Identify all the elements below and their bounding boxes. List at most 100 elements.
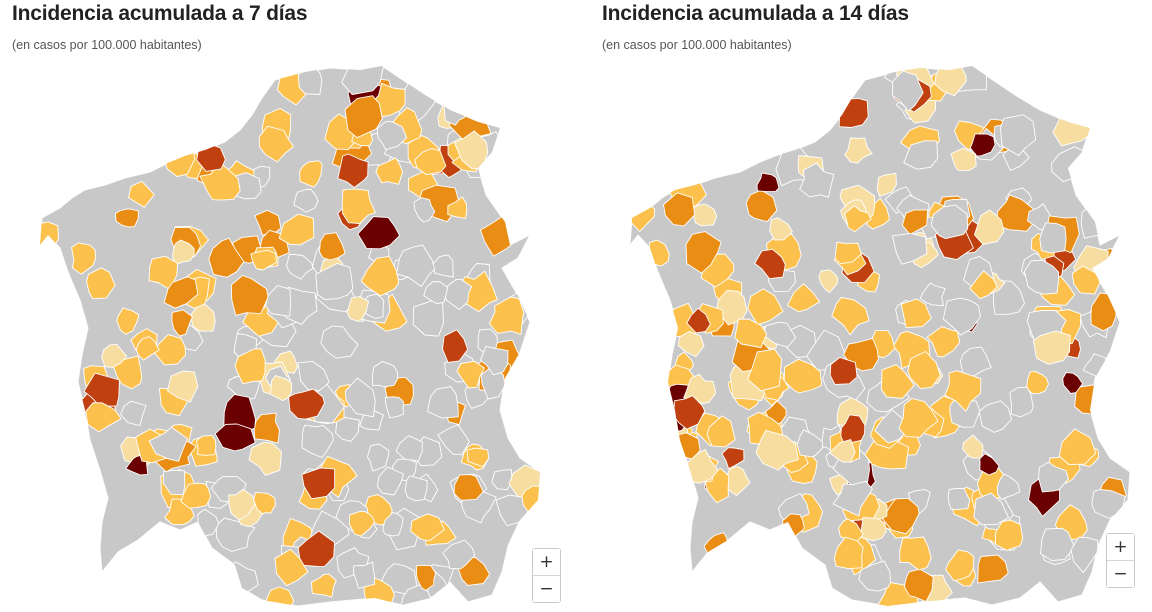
zoom-out-button[interactable]: − [1107,561,1134,587]
municipality-area[interactable] [969,270,998,300]
municipality-area[interactable] [1032,330,1071,365]
municipality-area[interactable] [706,415,736,448]
municipality-area[interactable] [491,469,513,491]
municipality-area[interactable] [447,196,468,219]
municipality-area[interactable] [1062,372,1084,394]
municipality-area[interactable] [297,530,336,568]
municipality-area[interactable] [162,469,186,496]
municipality-area[interactable] [85,402,122,433]
municipality-area[interactable] [721,447,745,470]
municipality-area[interactable] [466,447,490,468]
municipality-area[interactable] [1052,109,1095,147]
municipality-area[interactable] [274,548,309,587]
municipality-area[interactable] [756,172,780,193]
municipality-area[interactable] [747,348,782,392]
municipality-area[interactable] [838,97,869,128]
municipality-area[interactable] [1058,428,1097,466]
municipality-area[interactable] [299,160,323,188]
zoom-in-button[interactable]: + [1107,534,1134,560]
municipality-area[interactable] [148,255,178,291]
municipality-area[interactable] [945,549,975,582]
municipality-area[interactable] [195,434,217,456]
municipality-area[interactable] [769,217,793,241]
municipality-area[interactable] [135,336,160,361]
municipality-area[interactable] [899,536,932,571]
municipality-area[interactable] [248,441,282,476]
municipality-area[interactable] [297,67,323,95]
municipality-area[interactable] [337,153,369,188]
municipality-area[interactable] [974,209,1005,245]
municipality-area[interactable] [1026,370,1049,395]
municipality-area[interactable] [930,204,969,240]
municipality-area[interactable] [258,125,295,163]
municipality-area[interactable] [353,561,376,589]
municipality-area[interactable] [278,213,315,246]
municipality-area[interactable] [196,145,226,172]
municipality-area[interactable] [344,95,383,139]
municipality-area[interactable] [442,329,469,363]
municipality-area[interactable] [208,237,245,278]
municipality-area[interactable] [230,275,269,316]
municipality-area[interactable] [818,269,839,294]
municipality-area[interactable] [926,326,961,358]
municipality-area[interactable] [199,162,241,201]
municipality-area[interactable] [973,492,1010,526]
municipality-area[interactable] [1023,259,1060,295]
municipality-area[interactable] [831,297,870,336]
municipality-area[interactable] [148,426,189,462]
municipality-area[interactable] [166,370,199,403]
municipality-area[interactable] [977,554,1009,584]
municipality-area[interactable] [269,375,293,402]
municipality-area[interactable] [413,197,436,223]
municipality-area[interactable] [376,120,408,151]
municipality-area[interactable] [376,466,405,496]
municipality-area[interactable] [114,208,139,228]
municipality-area[interactable] [382,511,404,537]
municipality-area[interactable] [903,568,934,603]
municipality-area[interactable] [293,188,319,213]
municipality-area[interactable] [745,189,778,223]
municipality-area[interactable] [685,231,722,274]
municipality-area[interactable] [346,296,370,323]
municipality-area[interactable] [310,573,337,598]
municipality-area[interactable] [315,263,354,301]
municipality-area[interactable] [480,345,509,376]
municipality-area[interactable] [996,473,1021,501]
municipality-area[interactable] [959,346,992,378]
municipality-area[interactable] [686,307,711,334]
municipality-area[interactable] [214,423,256,452]
municipality-area[interactable] [86,267,116,300]
municipality-area[interactable] [969,133,996,157]
municipality-area[interactable] [371,360,398,388]
municipality-area[interactable] [950,147,977,171]
municipality-area[interactable] [442,539,476,570]
municipality-area[interactable] [1040,527,1075,561]
municipality-area[interactable] [265,285,292,317]
municipality-area[interactable] [319,232,346,261]
municipality-area[interactable] [83,372,120,407]
municipality-area[interactable] [404,475,428,502]
municipality-area[interactable] [414,148,447,176]
municipality-area[interactable] [979,453,1000,476]
municipality-area[interactable] [934,63,967,97]
municipality-area[interactable] [113,355,143,390]
municipality-area[interactable] [335,417,360,442]
municipality-area[interactable] [427,386,459,419]
municipality-area[interactable] [734,318,768,348]
municipality-area[interactable] [844,137,873,164]
municipality-area[interactable] [716,290,748,326]
municipality-area[interactable] [456,360,485,389]
municipality-area[interactable] [978,400,1012,433]
municipality-area[interactable] [410,513,445,542]
municipality-area[interactable] [1037,461,1069,493]
choropleth-map[interactable] [620,60,1140,610]
municipality-area[interactable] [171,309,193,337]
municipality-area[interactable] [234,348,266,385]
municipality-area[interactable] [360,255,400,297]
municipality-area[interactable] [1074,384,1110,415]
municipality-area[interactable] [320,325,359,359]
municipality-area[interactable] [366,443,390,472]
municipality-area[interactable] [1080,206,1110,239]
municipality-area[interactable] [415,564,437,591]
municipality-area[interactable] [860,517,887,542]
